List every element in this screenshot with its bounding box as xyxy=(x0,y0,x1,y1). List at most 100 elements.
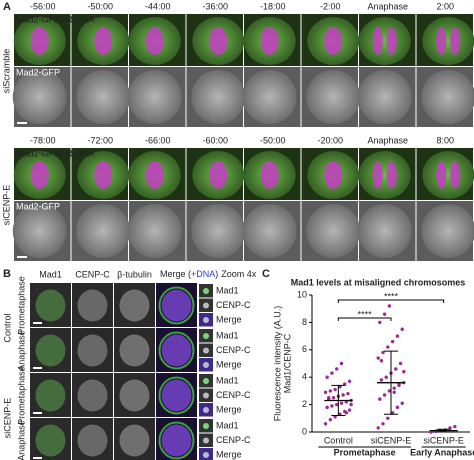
error-bar xyxy=(331,384,346,417)
data-point xyxy=(395,405,400,410)
cell xyxy=(76,70,131,124)
chromosomes xyxy=(260,27,279,55)
data-point xyxy=(330,371,334,375)
y-tick-label: 6 xyxy=(302,344,307,354)
data-point xyxy=(378,397,382,401)
cell xyxy=(12,70,67,124)
chromosomes xyxy=(372,27,383,55)
row-label: Mad2-GFP xyxy=(16,67,60,77)
data-point xyxy=(448,426,452,430)
time-label: -2:00 xyxy=(320,1,341,11)
scale-bar xyxy=(33,457,42,459)
y-tick-label: 4 xyxy=(302,372,307,382)
chromosomes xyxy=(436,27,447,55)
cell xyxy=(306,204,361,258)
zoom-label: CENP-C xyxy=(216,435,251,445)
error-bar xyxy=(384,350,398,415)
data-point xyxy=(400,401,404,405)
zoom-label: CENP-C xyxy=(216,300,251,310)
data-point xyxy=(346,391,350,396)
data-point xyxy=(347,408,352,412)
time-label: -72:00 xyxy=(87,135,113,145)
zoom-spot xyxy=(203,333,209,339)
zoom-spot xyxy=(203,288,209,294)
cell-rim xyxy=(158,421,195,460)
cell xyxy=(191,204,246,258)
significance: **** xyxy=(358,309,373,319)
stage-label: Prometaphase xyxy=(16,366,26,425)
data-point xyxy=(381,350,385,355)
time-label: -66:00 xyxy=(145,135,171,145)
time-label: -18:00 xyxy=(260,1,286,11)
data-point xyxy=(333,387,337,392)
data-point xyxy=(398,361,403,366)
column-header: Mad1 xyxy=(39,269,62,279)
data-point xyxy=(379,359,384,363)
chromosomes xyxy=(436,161,447,189)
panel-label: C xyxy=(262,268,270,280)
x-tick-label: Control xyxy=(324,435,353,445)
scale-bar xyxy=(17,122,27,124)
time-label: -78:00 xyxy=(30,135,56,145)
data-point xyxy=(338,385,342,389)
zoom-label: Mad1 xyxy=(216,375,239,385)
time-label: -50:00 xyxy=(260,135,286,145)
group-label: Early Anaphase xyxy=(410,447,474,457)
data-point xyxy=(325,405,329,410)
chromosomes xyxy=(450,27,461,55)
row-label: Mad2-GFP xyxy=(16,201,60,211)
time-label: Anaphase xyxy=(367,1,408,11)
data-point xyxy=(339,401,344,405)
chromosomes xyxy=(372,161,383,189)
header-part: Merge ( xyxy=(160,269,191,279)
data-point xyxy=(344,411,349,415)
chromosomes xyxy=(30,27,49,55)
data-point xyxy=(392,390,396,394)
scale-bar xyxy=(33,322,42,324)
panel-label: A xyxy=(3,1,11,13)
data-point xyxy=(394,367,398,371)
cell xyxy=(76,204,131,258)
time-label: 2:00 xyxy=(436,1,454,11)
data-point xyxy=(387,389,392,393)
data-point xyxy=(335,367,339,371)
header-part: Zoom 4x xyxy=(221,269,257,279)
cell xyxy=(191,70,246,124)
zoom-label: CENP-C xyxy=(216,390,251,400)
cell xyxy=(357,70,412,124)
cell xyxy=(35,424,66,457)
cell xyxy=(119,334,150,367)
stage-label: Anaphase xyxy=(16,420,26,460)
scale-bar xyxy=(33,367,42,369)
significance-bracket xyxy=(337,299,445,303)
data-point xyxy=(390,339,395,344)
data-point xyxy=(392,386,396,390)
chromosomes xyxy=(324,27,343,55)
data-point xyxy=(378,320,382,325)
zoom-label: CENP-C xyxy=(216,345,251,355)
data-point xyxy=(325,375,329,379)
column-header: β-tubulin xyxy=(117,269,152,279)
time-label: -20:00 xyxy=(317,135,343,145)
time-label: -60:00 xyxy=(202,135,228,145)
chromosomes xyxy=(260,161,279,189)
cell xyxy=(421,204,474,258)
data-point xyxy=(381,422,385,426)
cell xyxy=(358,151,411,199)
y-tick-label: 10 xyxy=(297,289,307,299)
cell xyxy=(421,70,474,124)
scale-bar xyxy=(33,412,42,414)
cell xyxy=(358,17,411,65)
data-point xyxy=(330,404,334,408)
row-label: SiR-DNA xyxy=(58,148,95,158)
zoom-spot xyxy=(203,302,209,309)
data-point xyxy=(395,334,400,338)
cell xyxy=(119,379,150,412)
cell xyxy=(422,17,474,65)
y-tick-label: 2 xyxy=(302,399,307,409)
chromosomes xyxy=(145,161,164,189)
zoom-spot xyxy=(203,407,209,413)
column-header: Merge (+DNA) Zoom 4x xyxy=(160,269,257,279)
zoom-label: Merge xyxy=(216,404,242,414)
zoom-label: Mad1 xyxy=(216,285,239,295)
